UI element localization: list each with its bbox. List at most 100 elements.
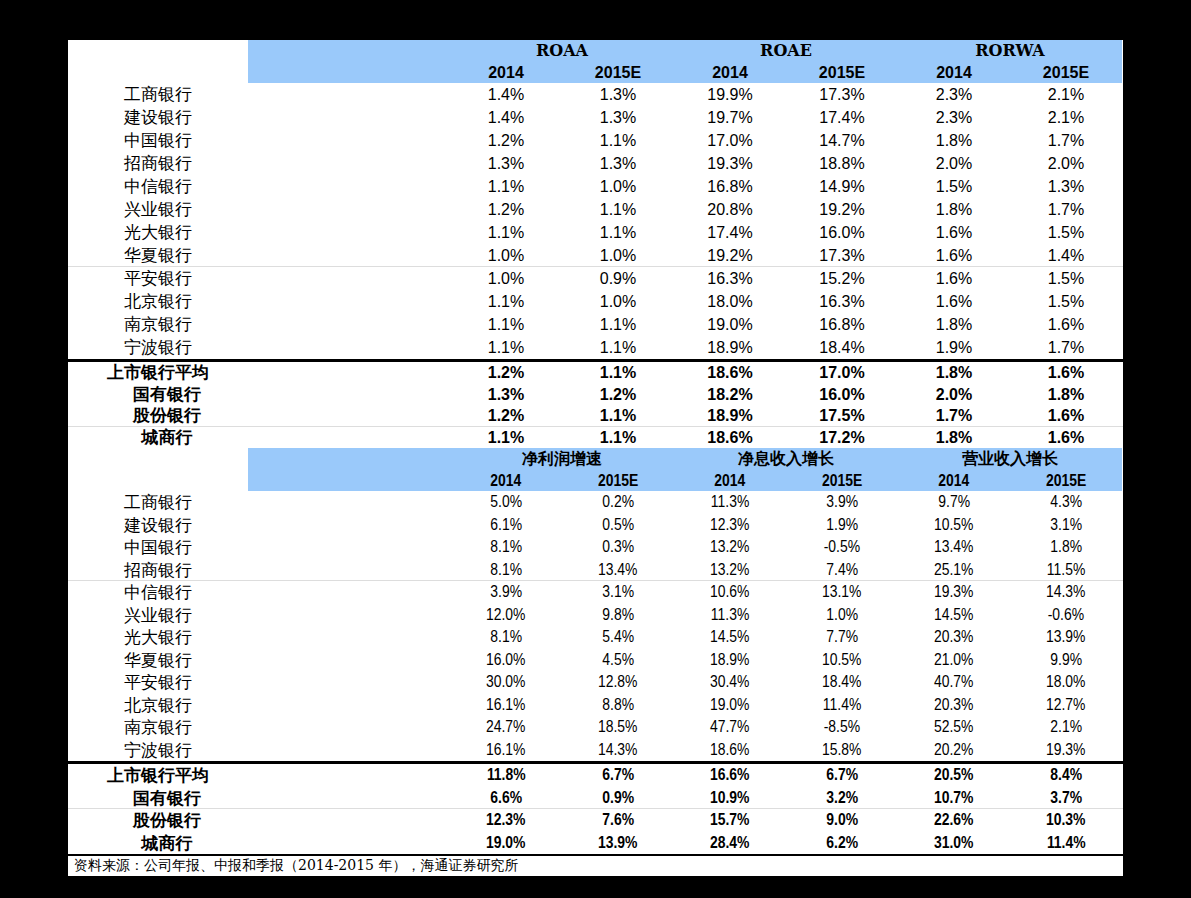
value: 16.8% xyxy=(707,178,752,195)
value: 1.1% xyxy=(488,178,524,195)
value: 14.5% xyxy=(934,604,973,627)
value: 8.8% xyxy=(602,694,634,717)
value: 10.5% xyxy=(822,649,861,672)
value: 1.8% xyxy=(936,316,972,333)
table-row: 华夏银行16.0%4.5%18.9%10.5%21.0%9.9% xyxy=(68,649,1123,672)
value-cell: 12.3% xyxy=(674,514,786,537)
value-cell: 12.7% xyxy=(1010,694,1122,717)
value-cell: 1.7% xyxy=(1010,336,1122,359)
table-row: 北京银行1.1%1.0%18.0%16.3%1.6%1.5% xyxy=(68,290,1123,313)
value-cell: 19.9% xyxy=(674,83,786,106)
table-row: 平安银行1.0%0.9%16.3%15.2%1.6%1.5% xyxy=(68,267,1123,290)
bank-name: 华夏银行 xyxy=(124,245,192,265)
table-row: 光大银行8.1%5.4%14.5%7.7%20.3%13.9% xyxy=(68,626,1123,649)
value: 18.2% xyxy=(707,386,752,403)
value: 9.9% xyxy=(1050,649,1082,672)
summary-value-cell: 19.0% xyxy=(450,832,562,855)
table-section-2: 净利润增速净息收入增长营业收入增长20142015E20142015E20142… xyxy=(68,448,1123,854)
value-cell: 6.1% xyxy=(450,514,562,537)
bank-name-cell: 工商银行 xyxy=(68,83,248,106)
table-row: 华夏银行1.0%1.0%19.2%17.3%1.6%1.4% xyxy=(68,244,1123,267)
value-cell: 16.1% xyxy=(450,694,562,717)
bank-name: 建设银行 xyxy=(124,107,192,127)
bank-name: 招商银行 xyxy=(124,153,192,173)
value-cell: 30.0% xyxy=(450,671,562,694)
value-cell: 16.0% xyxy=(450,649,562,672)
value-cell: 1.5% xyxy=(898,175,1010,198)
value: 12.3% xyxy=(710,514,749,537)
table-row: 兴业银行12.0%9.8%11.3%1.0%14.5%-0.6% xyxy=(68,604,1123,627)
value: 0.3% xyxy=(602,536,634,559)
value-cell: 16.1% xyxy=(450,739,562,762)
value: 3.9% xyxy=(826,491,858,514)
bank-name-cell: 宁波银行 xyxy=(68,336,248,359)
year-header-cell: 2014 xyxy=(898,470,1010,492)
bank-name-cell: 平安银行 xyxy=(68,671,248,694)
table-row: 工商银行5.0%0.2%11.3%3.9%9.7%4.3% xyxy=(68,491,1123,514)
value-cell: -0.6% xyxy=(1010,604,1122,627)
row-label-spacer xyxy=(68,448,248,470)
value-cell: 13.4% xyxy=(562,559,674,582)
bank-name-cell: 南京银行 xyxy=(68,716,248,739)
value: 1.1% xyxy=(488,429,524,446)
value: 13.1% xyxy=(822,581,861,604)
value: 13.4% xyxy=(598,559,637,582)
value: 1.1% xyxy=(600,364,636,381)
value: 19.3% xyxy=(1046,739,1085,762)
value: 1.2% xyxy=(488,132,524,149)
value: 18.0% xyxy=(707,293,752,310)
value: 3.1% xyxy=(1050,514,1082,537)
value: 10.7% xyxy=(934,787,973,810)
table-row: 工商银行1.4%1.3%19.9%17.3%2.3%2.1% xyxy=(68,83,1123,106)
table-row: 兴业银行1.2%1.1%20.8%19.2%1.8%1.7% xyxy=(68,198,1123,221)
value: 19.0% xyxy=(707,316,752,333)
value: 17.2% xyxy=(819,429,864,446)
value-cell: 25.1% xyxy=(898,559,1010,582)
value: 1.5% xyxy=(1048,224,1084,241)
bank-name-cell: 平安银行 xyxy=(68,267,248,290)
group-header-label: 净利润增速 xyxy=(522,449,602,468)
summary-name-cell: 上市银行平均 xyxy=(68,362,248,384)
bank-name: 华夏银行 xyxy=(124,650,192,670)
value: 6.2% xyxy=(826,832,858,855)
value-cell: 1.2% xyxy=(450,129,562,152)
summary-name-cell: 股份银行 xyxy=(68,809,248,832)
bank-name-cell: 建设银行 xyxy=(68,514,248,537)
value: 13.9% xyxy=(598,832,637,855)
value-cell: 13.1% xyxy=(786,581,898,604)
value: 14.9% xyxy=(819,178,864,195)
value: 18.4% xyxy=(822,671,861,694)
value-cell: 16.0% xyxy=(786,221,898,244)
value: 25.1% xyxy=(934,559,973,582)
value: 22.6% xyxy=(934,809,973,832)
year-header-cell: 2015E xyxy=(1010,470,1122,492)
summary-value-cell: 10.3% xyxy=(1010,809,1122,832)
summary-value-cell: 11.8% xyxy=(450,764,562,787)
table-row: 宁波银行1.1%1.1%18.9%18.4%1.9%1.7% xyxy=(68,336,1123,359)
value-cell: 1.6% xyxy=(898,290,1010,313)
row-label-spacer xyxy=(68,62,248,84)
bank-name: 工商银行 xyxy=(124,84,192,104)
summary-value-cell: 18.2% xyxy=(674,384,786,406)
value: 1.9% xyxy=(826,514,858,537)
value: 15.8% xyxy=(822,739,861,762)
group-header-label: 净息收入增长 xyxy=(738,449,834,468)
bank-name-cell: 招商银行 xyxy=(68,559,248,582)
value-cell: 1.8% xyxy=(1010,536,1122,559)
value-cell: 1.0% xyxy=(450,267,562,290)
value-cell: 10.5% xyxy=(786,649,898,672)
group-header-label: RORWA xyxy=(975,41,1045,60)
value: 16.3% xyxy=(819,293,864,310)
value: 16.0% xyxy=(486,649,525,672)
value: 2.0% xyxy=(936,386,972,403)
value: 1.2% xyxy=(488,201,524,218)
value: 0.5% xyxy=(602,514,634,537)
value: 11.8% xyxy=(487,764,526,787)
value: 4.5% xyxy=(602,649,634,672)
value: 11.3% xyxy=(711,491,749,514)
value: 11.5% xyxy=(1047,559,1085,582)
value: 18.4% xyxy=(819,339,864,356)
summary-value-cell: 2.0% xyxy=(898,384,1010,406)
value-cell: 1.9% xyxy=(898,336,1010,359)
summary-name-cell: 国有银行 xyxy=(68,384,248,406)
